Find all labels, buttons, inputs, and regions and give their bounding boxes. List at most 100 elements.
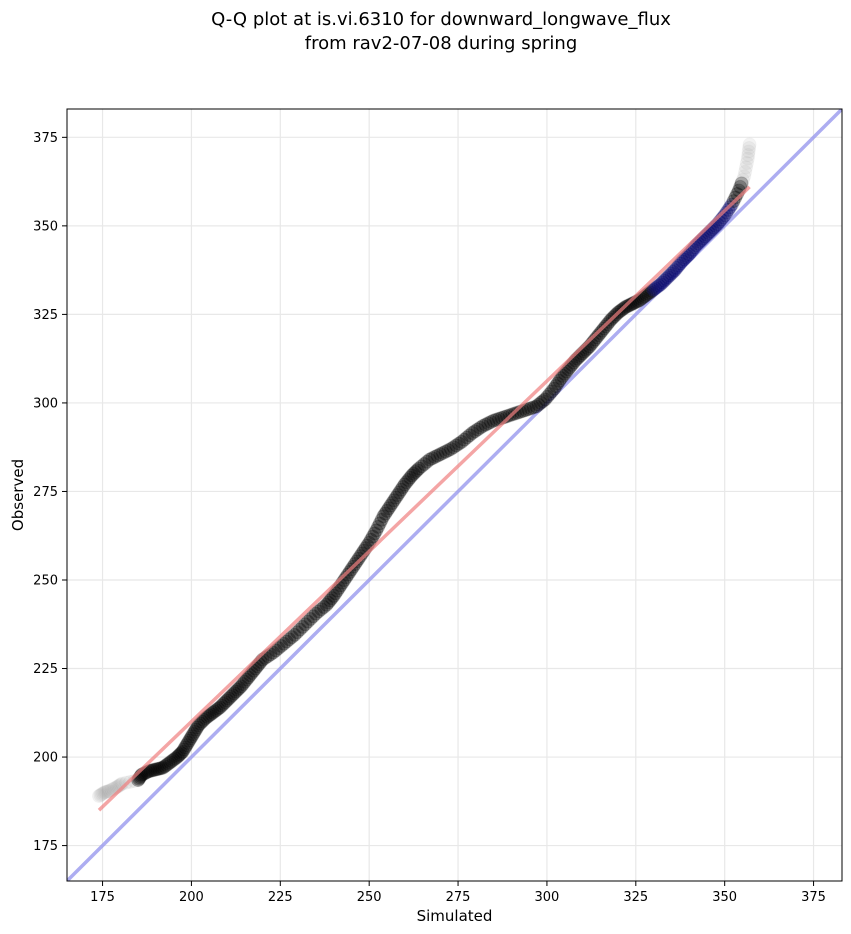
data-point xyxy=(669,260,684,275)
data-point xyxy=(721,202,736,217)
data-point xyxy=(459,430,474,445)
data-point xyxy=(212,700,227,715)
data-point xyxy=(311,604,326,619)
data-point xyxy=(161,756,176,771)
data-point xyxy=(154,761,169,776)
data-point xyxy=(290,625,305,640)
y-tick-label: 200 xyxy=(33,751,58,766)
data-point xyxy=(742,140,757,155)
data-point xyxy=(475,418,490,433)
data-point xyxy=(97,785,112,800)
data-point xyxy=(404,468,419,483)
data-point xyxy=(734,176,749,191)
data-point xyxy=(214,698,229,713)
data-point xyxy=(143,763,158,778)
data-point xyxy=(433,447,448,462)
data-point xyxy=(741,144,756,159)
data-point xyxy=(191,718,206,733)
data-point xyxy=(94,787,109,802)
data-point xyxy=(740,151,755,166)
data-point xyxy=(93,788,108,803)
data-point xyxy=(499,409,514,424)
data-point xyxy=(163,755,178,770)
data-point xyxy=(655,275,670,290)
data-point xyxy=(228,684,243,699)
data-point xyxy=(295,619,310,634)
data-point xyxy=(95,786,110,801)
y-axis-label: Observed xyxy=(9,459,27,531)
data-point xyxy=(198,711,213,726)
data-point xyxy=(319,597,334,612)
data-point xyxy=(557,366,572,381)
data-point xyxy=(180,735,195,750)
data-point xyxy=(523,401,538,416)
data-point xyxy=(188,722,203,737)
y-tick-label: 350 xyxy=(33,219,58,234)
data-point xyxy=(271,641,286,656)
y-tick-label: 250 xyxy=(33,573,58,588)
data-point xyxy=(274,638,289,653)
data-point xyxy=(363,532,378,547)
data-point xyxy=(542,387,557,402)
data-point xyxy=(544,384,559,399)
data-point xyxy=(653,277,668,292)
grid xyxy=(67,109,842,881)
data-point xyxy=(675,254,690,269)
data-point xyxy=(374,512,389,527)
data-point xyxy=(184,729,199,744)
data-point xyxy=(457,432,472,447)
data-point xyxy=(650,279,665,294)
data-point xyxy=(323,593,338,608)
data-point xyxy=(225,688,240,703)
data-point xyxy=(411,461,426,476)
data-point xyxy=(662,268,677,283)
data-point xyxy=(230,682,245,697)
data-point xyxy=(205,705,220,720)
data-point xyxy=(648,281,663,296)
data-point xyxy=(268,643,283,658)
data-point xyxy=(742,137,757,152)
data-point xyxy=(298,617,313,632)
data-point xyxy=(676,252,691,267)
data-point xyxy=(176,742,191,757)
x-tick-label: 250 xyxy=(357,890,382,905)
data-point xyxy=(284,630,299,645)
x-tick-label: 225 xyxy=(268,890,293,905)
data-point xyxy=(200,709,215,724)
data-point xyxy=(244,665,259,680)
data-point xyxy=(102,783,117,798)
data-point xyxy=(306,609,321,624)
y-tick-label: 275 xyxy=(33,485,58,500)
data-point xyxy=(547,381,562,396)
scatter-points xyxy=(91,137,757,804)
chart-title: Q-Q plot at is.vi.6310 for downward_long… xyxy=(211,9,671,30)
data-point xyxy=(369,523,384,538)
data-point xyxy=(738,164,753,179)
data-point xyxy=(449,438,464,453)
y-tick-label: 325 xyxy=(33,308,58,323)
data-point xyxy=(237,674,252,689)
data-point xyxy=(446,440,461,455)
data-point xyxy=(387,493,402,508)
data-point xyxy=(559,364,574,379)
data-point xyxy=(639,287,654,302)
data-point xyxy=(203,707,218,722)
data-point xyxy=(314,602,329,617)
data-point xyxy=(465,426,480,441)
data-point xyxy=(152,761,167,776)
data-point xyxy=(739,156,754,171)
data-point xyxy=(664,266,679,281)
data-point xyxy=(660,270,675,285)
data-point xyxy=(678,250,693,265)
data-point xyxy=(372,516,387,531)
y-axis-ticks: 175 200 225 250 275 300 325 350 375 xyxy=(33,131,67,854)
data-point xyxy=(179,738,194,753)
data-point xyxy=(99,784,114,799)
data-point xyxy=(430,448,445,463)
data-point xyxy=(741,148,756,163)
data-point xyxy=(395,480,410,495)
data-point xyxy=(371,519,386,534)
data-point xyxy=(171,748,186,763)
y-tick-label: 300 xyxy=(33,396,58,411)
